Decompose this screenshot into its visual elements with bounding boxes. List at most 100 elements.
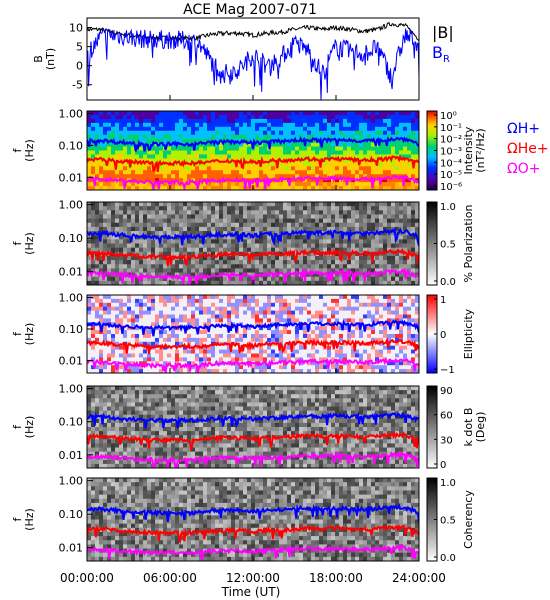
spectrogram-cell — [247, 306, 252, 312]
spectrogram-cell — [275, 218, 280, 224]
spectrogram-cell — [295, 302, 300, 308]
spectrogram-cell — [359, 202, 364, 207]
spectrogram-cell — [175, 170, 180, 175]
spectrogram-cell — [143, 231, 148, 236]
spectrogram-cell — [355, 130, 360, 136]
spectrogram-cell — [207, 353, 212, 358]
spectrogram-cell — [315, 322, 320, 327]
spectrogram-cell — [127, 306, 132, 312]
spectrogram-cell — [239, 302, 244, 308]
spectrogram-cell — [247, 268, 252, 274]
colorbar-tick-label: 10⁻³ — [440, 147, 462, 158]
spectrogram-cell — [187, 174, 192, 179]
spectrogram-cell — [155, 310, 160, 316]
spectrogram-cell — [151, 326, 156, 331]
spectrogram-cell — [171, 337, 176, 343]
spectrogram-cell — [235, 353, 240, 358]
spectrogram-cell — [283, 178, 288, 183]
spectrogram-cell — [195, 170, 200, 175]
spectrogram-cell — [299, 365, 304, 370]
spectrogram-cell — [367, 150, 372, 156]
spectrogram-cell — [127, 247, 132, 253]
spectrogram-cell — [311, 369, 316, 373]
spectrogram-cell — [383, 111, 388, 116]
spectrogram-cell — [111, 369, 116, 373]
spectrogram-cell — [279, 111, 284, 116]
spectrogram-cell — [155, 341, 160, 347]
spectrogram-cell — [267, 210, 272, 216]
spectrogram-cell — [303, 334, 308, 339]
spectrogram-cell — [143, 174, 148, 179]
spectrogram-cell — [367, 122, 372, 128]
spectrogram-cell — [339, 345, 344, 351]
spectrogram-cell — [199, 226, 204, 232]
spectrogram-cell — [303, 134, 308, 140]
spectrogram-cell — [327, 210, 332, 216]
spectrogram-cell — [315, 142, 320, 148]
spectrogram-cell — [251, 334, 256, 339]
spectrogram-cell — [287, 150, 292, 156]
spectrogram-cell — [295, 295, 300, 300]
spectrogram-cell — [239, 260, 244, 265]
spectrogram-cell — [111, 337, 116, 343]
spectrogram-cell — [227, 247, 232, 253]
spectrogram-cell — [91, 334, 96, 339]
spectrogram-cell — [403, 251, 408, 257]
spectrogram-cell — [135, 166, 140, 171]
spectrogram-cell — [239, 314, 244, 319]
spectrogram-cell — [91, 357, 96, 362]
spectrogram-cell — [207, 146, 212, 152]
spectrogram-cell — [383, 247, 388, 253]
spectrogram-cell — [351, 235, 356, 240]
spectrogram-cell — [231, 357, 236, 362]
spectrogram-cell — [151, 154, 156, 159]
spectrogram-cell — [323, 314, 328, 319]
spectrogram-cell — [363, 114, 368, 120]
spectrogram-cell — [115, 310, 120, 316]
spectrogram-cell — [199, 337, 204, 343]
spectrogram-cell — [103, 162, 108, 167]
spectrogram-cell — [131, 310, 136, 316]
spectrogram-cell — [115, 130, 120, 136]
spectrogram-cell — [371, 357, 376, 362]
spectrogram-cell — [391, 158, 396, 163]
spectrogram-cell — [87, 310, 92, 316]
spectrogram-cell — [263, 298, 268, 304]
spectrogram-cell — [307, 272, 312, 278]
spectrogram-cell — [319, 214, 324, 220]
spectrogram-cell — [363, 146, 368, 152]
spectrogram-cell — [363, 206, 368, 211]
spectrogram-cell — [187, 268, 192, 274]
spectrogram-cell — [355, 276, 360, 282]
spectrogram-cell — [91, 326, 96, 331]
spectrogram-cell — [135, 134, 140, 140]
spectrogram-cell — [391, 170, 396, 175]
spectrogram-cell — [363, 302, 368, 308]
spectrogram-cell — [307, 226, 312, 232]
spectrogram-cell — [191, 369, 196, 373]
spectrogram-cell — [131, 202, 136, 207]
spectrogram-cell — [331, 166, 336, 171]
spectrogram-cell — [359, 214, 364, 220]
spectrogram-cell — [103, 154, 108, 159]
spectrogram-cell — [87, 243, 92, 249]
spectrogram-cell — [115, 214, 120, 220]
spectrogram-cell — [395, 276, 400, 282]
spectrogram-cell — [163, 154, 168, 159]
spectrogram-cell — [247, 272, 252, 278]
spectrogram-cell — [367, 162, 372, 167]
spectrogram-cell — [123, 114, 128, 120]
spectrogram-cell — [131, 154, 136, 159]
spectrogram-cell — [359, 130, 364, 136]
spectrogram-cell — [187, 330, 192, 335]
spectrogram-cell — [167, 226, 172, 232]
spectrogram-cell — [383, 239, 388, 245]
spectrogram-cell — [339, 235, 344, 240]
spectrogram-cell — [235, 302, 240, 308]
spectrogram-cell — [155, 334, 160, 339]
spectrogram-cell — [243, 306, 248, 312]
spectrogram-cell — [107, 298, 112, 304]
spectrogram-cell — [359, 146, 364, 152]
spectrogram-cell — [371, 114, 376, 120]
spectrogram-cell — [375, 146, 380, 152]
